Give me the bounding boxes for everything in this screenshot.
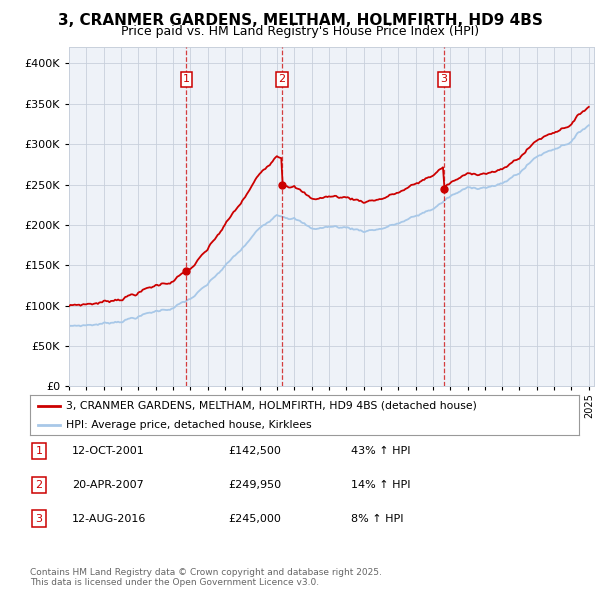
Text: 14% ↑ HPI: 14% ↑ HPI [351, 480, 410, 490]
Text: 20-APR-2007: 20-APR-2007 [72, 480, 144, 490]
Text: £249,950: £249,950 [228, 480, 281, 490]
Text: 8% ↑ HPI: 8% ↑ HPI [351, 514, 404, 523]
Text: 43% ↑ HPI: 43% ↑ HPI [351, 447, 410, 456]
Text: 12-OCT-2001: 12-OCT-2001 [72, 447, 145, 456]
Text: Price paid vs. HM Land Registry's House Price Index (HPI): Price paid vs. HM Land Registry's House … [121, 25, 479, 38]
Text: 3, CRANMER GARDENS, MELTHAM, HOLMFIRTH, HD9 4BS (detached house): 3, CRANMER GARDENS, MELTHAM, HOLMFIRTH, … [65, 401, 476, 411]
Text: 3: 3 [440, 74, 447, 84]
Text: £142,500: £142,500 [228, 447, 281, 456]
Text: HPI: Average price, detached house, Kirklees: HPI: Average price, detached house, Kirk… [65, 420, 311, 430]
Text: 1: 1 [35, 447, 43, 456]
Text: 2: 2 [278, 74, 286, 84]
Text: 3: 3 [35, 514, 43, 523]
Text: 3, CRANMER GARDENS, MELTHAM, HOLMFIRTH, HD9 4BS: 3, CRANMER GARDENS, MELTHAM, HOLMFIRTH, … [58, 13, 542, 28]
Text: 12-AUG-2016: 12-AUG-2016 [72, 514, 146, 523]
Text: £245,000: £245,000 [228, 514, 281, 523]
Text: 2: 2 [35, 480, 43, 490]
Text: Contains HM Land Registry data © Crown copyright and database right 2025.
This d: Contains HM Land Registry data © Crown c… [30, 568, 382, 587]
Text: 1: 1 [183, 74, 190, 84]
